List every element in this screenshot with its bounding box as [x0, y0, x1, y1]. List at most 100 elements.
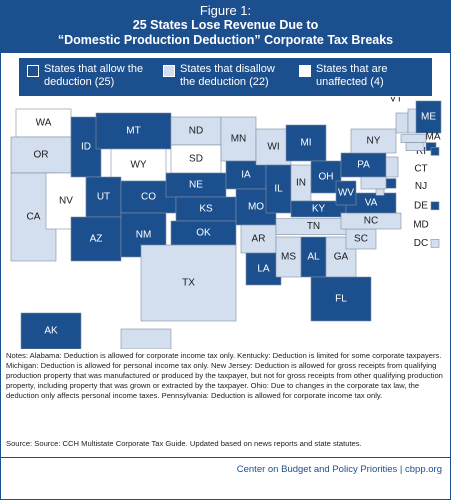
state [405, 142, 425, 151]
state-label: AR [252, 234, 266, 245]
state [300, 236, 327, 278]
state-label: VT [390, 97, 403, 104]
state-swatch [430, 239, 440, 248]
legend: States that allow the deduction (25) Stat… [19, 58, 432, 96]
title: “Domestic Production Deduction” Corporat… [57, 33, 394, 47]
state-label: DE [414, 200, 428, 211]
state-label: WY [130, 160, 146, 171]
state [10, 136, 72, 174]
source: Source: Source: CCH Multistate Corporate… [6, 439, 362, 448]
state-label: TX [182, 278, 195, 289]
state-label: IA [241, 170, 251, 181]
state [340, 152, 387, 178]
state [385, 178, 397, 189]
legend-label: States that are unaffected (4) [316, 63, 388, 88]
state [360, 176, 387, 190]
state [285, 124, 327, 162]
state-label: WV [338, 188, 354, 199]
map: WA OR CA NV ID MT WY UT CO AZ NM ND SD NE KS OK TX MN IA MO… [10, 97, 442, 349]
state-swatch [430, 147, 440, 156]
state-label: NC [364, 216, 378, 227]
footer: Center on Budget and Policy Priorities |… [1, 457, 450, 475]
state-label: WI [267, 142, 279, 153]
state [245, 252, 282, 286]
state-label: NE [189, 180, 203, 191]
state-label: TN [307, 221, 320, 232]
state-label: VA [365, 198, 378, 209]
state [335, 180, 357, 206]
state-label: PA [357, 160, 370, 171]
state-label: NM [136, 230, 152, 241]
state-label: MO [248, 202, 264, 213]
state-label: NV [59, 196, 73, 207]
state [120, 328, 172, 349]
state-label: ID [81, 142, 91, 153]
state-label: DC [414, 238, 428, 249]
state-label: AL [307, 252, 320, 263]
state [95, 112, 172, 150]
state-label: NY [367, 136, 381, 147]
state-label: KS [199, 204, 213, 215]
legend-item: States that are unaffected (4) [299, 63, 417, 89]
state-label: LA [257, 264, 270, 275]
state [170, 220, 237, 246]
state-label: MN [231, 134, 247, 145]
state [255, 128, 292, 166]
state [240, 224, 277, 254]
state-label: MS [281, 252, 296, 263]
state [170, 116, 222, 146]
footer-text: Center on Budget and Policy Priorities |… [236, 464, 442, 475]
state-label: AZ [90, 234, 103, 245]
state [350, 128, 397, 154]
title: 25 States Lose Revenue Due to [132, 18, 319, 32]
state-label: SD [189, 154, 203, 165]
state-label: ME [421, 112, 436, 123]
state-label: WA [36, 118, 52, 129]
state-label: FL [335, 294, 347, 305]
state-label: GA [334, 252, 349, 263]
state-label: SC [354, 234, 368, 245]
state [310, 276, 372, 322]
legend-label: States that allow the deduction (25) [44, 63, 144, 88]
state [85, 176, 122, 218]
state [385, 156, 399, 178]
state [275, 236, 302, 278]
state-label: IN [296, 178, 306, 189]
state-label: CT [414, 164, 427, 175]
state [415, 100, 442, 134]
state-label: CO [141, 192, 156, 203]
state [165, 172, 227, 198]
figure-label: Figure 1: [199, 3, 252, 18]
state [15, 108, 72, 138]
legend-swatch [299, 65, 311, 77]
legend-swatch [27, 65, 39, 77]
state-label: MD [413, 220, 429, 231]
state [375, 188, 385, 196]
header: Figure 1: 25 States Lose Revenue Due to … [1, 1, 450, 53]
state-swatch [430, 201, 440, 211]
state-label: OK [196, 228, 211, 239]
state [140, 244, 237, 322]
state [20, 312, 82, 349]
state [70, 216, 122, 262]
legend-swatch [163, 65, 175, 77]
legend-item: States that allow the deduction (25) [27, 63, 145, 89]
legend-label: States that disallow the deduction (22) [180, 63, 275, 88]
state-label: NJ [415, 181, 427, 192]
state-label: CA [27, 212, 41, 223]
state [400, 134, 427, 143]
state-label: IL [274, 184, 283, 195]
state-label: AK [44, 326, 58, 337]
state [395, 112, 409, 134]
state [220, 116, 257, 162]
state [225, 160, 267, 190]
state-label: OH [319, 172, 334, 183]
state-label: ND [189, 126, 203, 137]
state-label: MT [126, 126, 140, 137]
state-label: KY [312, 204, 326, 215]
state-label: OR [34, 150, 49, 161]
state-label: MA [426, 132, 441, 143]
legend-item: States that disallow the deduction (22) [163, 63, 281, 89]
state-label: RI [416, 146, 426, 157]
